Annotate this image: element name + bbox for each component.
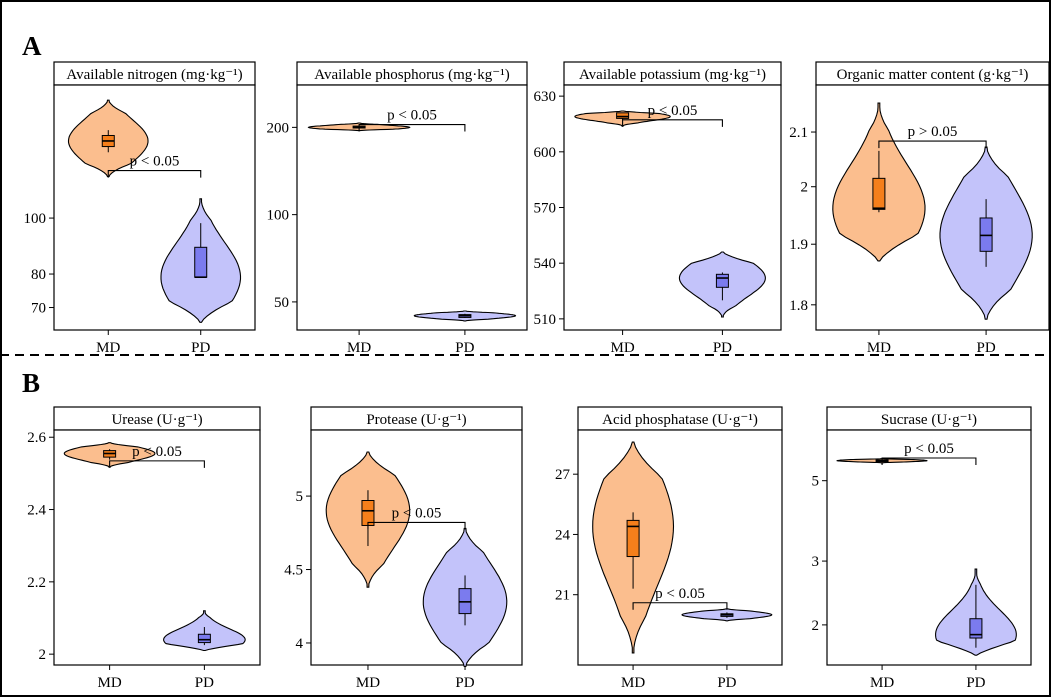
- significance-bracket: [109, 460, 205, 468]
- y-tick-label: 50: [274, 295, 289, 311]
- panel-title: Sucrase (U·g⁻¹): [881, 412, 977, 428]
- panel-5: Urease (U·g⁻¹) 2 2.2 2.4 2.6 MD PD p < 0.05: [27, 406, 261, 691]
- x-tick-label: PD: [976, 340, 995, 356]
- y-tick-label: 27: [555, 467, 571, 483]
- y-tick-label: 2: [39, 647, 47, 663]
- panel-2: Available phosphorus (mg·kg⁻¹) 50 100 200 MD…: [267, 61, 528, 356]
- y-tick-label: 100: [24, 211, 47, 227]
- box-md: [626, 519, 640, 558]
- box-md: [872, 177, 886, 210]
- y-tick-label: 5: [296, 489, 304, 505]
- panel-6: Protease (U·g⁻¹) 4 4.5 5 MD PD p < 0.05: [284, 406, 523, 691]
- panel-8: Sucrase (U·g⁻¹) 2 3 5 MD PD p < 0.05: [812, 406, 1032, 691]
- y-tick-label: 200: [267, 120, 290, 136]
- panel-title: Organic matter content (g·kg⁻¹): [837, 67, 1029, 83]
- y-tick-label: 3: [812, 554, 820, 570]
- section-label: B: [22, 368, 40, 398]
- panel-title: Urease (U·g⁻¹): [111, 412, 202, 428]
- panel-title: Available nitrogen (mg·kg⁻¹): [66, 67, 242, 83]
- y-tick-label: 2: [801, 180, 809, 196]
- significance-label: p < 0.05: [130, 154, 180, 170]
- box-pd: [194, 246, 208, 278]
- panel-title: Acid phosphatase (U·g⁻¹): [602, 412, 758, 428]
- significance-label: p < 0.05: [392, 505, 442, 521]
- x-tick-label: MD: [347, 340, 371, 356]
- y-tick-label: 600: [534, 145, 557, 161]
- box-pd: [969, 618, 983, 639]
- y-tick-label: 540: [534, 256, 557, 272]
- y-tick-label: 80: [31, 267, 46, 283]
- x-tick-label: MD: [96, 340, 120, 356]
- x-tick-label: PD: [966, 675, 985, 691]
- y-tick-label: 100: [267, 208, 290, 224]
- x-tick-label: PD: [717, 675, 736, 691]
- significance-label: p < 0.05: [132, 444, 182, 460]
- box-pd: [715, 273, 729, 288]
- y-tick-label: 2.1: [789, 125, 808, 141]
- y-tick-label: 2.6: [27, 430, 46, 446]
- y-tick-label: 1.9: [789, 237, 808, 253]
- significance-label: p < 0.05: [387, 108, 437, 124]
- y-tick-label: 5: [812, 474, 820, 490]
- y-tick-label: 2.2: [27, 575, 46, 591]
- x-tick-label: MD: [867, 340, 891, 356]
- x-tick-label: MD: [621, 675, 645, 691]
- significance-label: p > 0.05: [908, 124, 958, 140]
- x-tick-label: MD: [611, 340, 635, 356]
- significance-bracket: [632, 602, 728, 610]
- x-tick-label: MD: [356, 675, 380, 691]
- x-tick-label: PD: [713, 340, 732, 356]
- y-tick-label: 70: [31, 301, 46, 317]
- y-tick-label: 1.8: [789, 298, 808, 314]
- panel-title: Protease (U·g⁻¹): [366, 412, 466, 428]
- panel-4: Organic matter content (g·kg⁻¹) 1.8 1.9 2 2.…: [789, 61, 1050, 356]
- box-pd: [197, 633, 211, 644]
- x-tick-label: PD: [195, 675, 214, 691]
- x-tick-label: MD: [98, 675, 122, 691]
- x-tick-label: PD: [455, 340, 474, 356]
- significance-bracket: [881, 457, 977, 465]
- y-tick-label: 2: [812, 618, 820, 634]
- panel-frame: [53, 429, 261, 666]
- significance-bracket: [878, 140, 987, 149]
- section-label: A: [22, 31, 42, 61]
- y-tick-label: 2.4: [27, 503, 46, 519]
- panel-title: Available phosphorus (mg·kg⁻¹): [314, 67, 509, 83]
- x-tick-label: MD: [870, 675, 894, 691]
- box-md: [616, 112, 630, 119]
- panel-7: Acid phosphatase (U·g⁻¹) 21 24 27 MD PD p < 0.…: [555, 406, 783, 691]
- significance-bracket: [358, 124, 466, 132]
- x-tick-label: PD: [455, 675, 474, 691]
- significance-bracket: [107, 170, 202, 178]
- significance-label: p < 0.05: [655, 586, 705, 602]
- panel-1: Available nitrogen (mg·kg⁻¹) 70 80 100 MD PD p…: [24, 61, 256, 356]
- panel-title: Available potassium (mg·kg⁻¹): [579, 67, 766, 83]
- significance-bracket: [622, 119, 723, 127]
- significance-label: p < 0.05: [648, 103, 698, 119]
- y-tick-label: 630: [534, 89, 557, 105]
- y-tick-label: 4.5: [284, 563, 303, 579]
- x-tick-label: PD: [191, 340, 210, 356]
- y-tick-label: 570: [534, 201, 557, 217]
- box-md: [361, 500, 375, 526]
- y-tick-label: 4: [296, 636, 304, 652]
- y-tick-label: 510: [534, 312, 557, 328]
- significance-bracket: [367, 521, 466, 530]
- significance-label: p < 0.05: [904, 441, 954, 457]
- y-tick-label: 21: [555, 588, 570, 604]
- panel-3: Available potassium (mg·kg⁻¹) 510 540 570 60…: [534, 61, 782, 356]
- y-tick-label: 24: [555, 527, 571, 543]
